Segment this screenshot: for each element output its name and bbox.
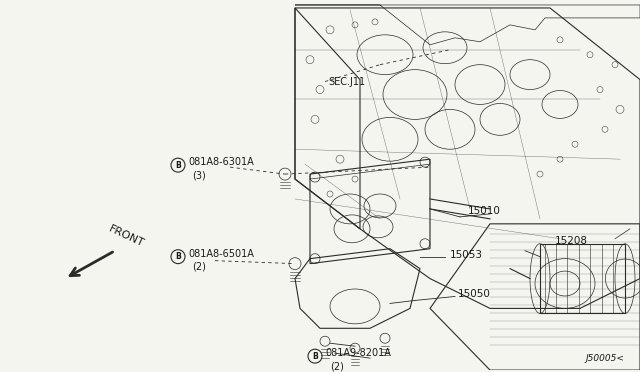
Text: 081A8-6501A: 081A8-6501A (188, 249, 254, 259)
Text: (3): (3) (192, 170, 205, 180)
Text: 15050: 15050 (458, 289, 491, 299)
Text: J50005<: J50005< (585, 354, 624, 363)
Text: 081A8-6301A: 081A8-6301A (188, 157, 253, 167)
Text: B: B (175, 161, 181, 170)
Text: FRONT: FRONT (107, 224, 146, 249)
Text: 15208: 15208 (555, 236, 588, 246)
Text: 15053: 15053 (450, 250, 483, 260)
Text: B: B (312, 352, 318, 360)
Text: 15010: 15010 (468, 206, 501, 216)
Text: SEC.J11: SEC.J11 (328, 77, 365, 87)
Text: (2): (2) (192, 262, 206, 272)
Text: (2): (2) (330, 361, 344, 371)
Text: 081A9-8201A: 081A9-8201A (325, 348, 391, 358)
Text: B: B (175, 252, 181, 261)
